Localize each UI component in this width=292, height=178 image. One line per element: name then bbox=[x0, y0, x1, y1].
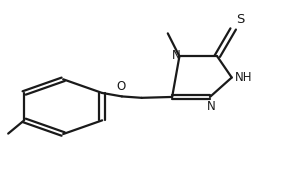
Text: N: N bbox=[171, 49, 180, 62]
Text: NH: NH bbox=[235, 71, 253, 84]
Text: O: O bbox=[117, 80, 126, 93]
Text: S: S bbox=[236, 13, 244, 26]
Text: N: N bbox=[207, 100, 216, 113]
